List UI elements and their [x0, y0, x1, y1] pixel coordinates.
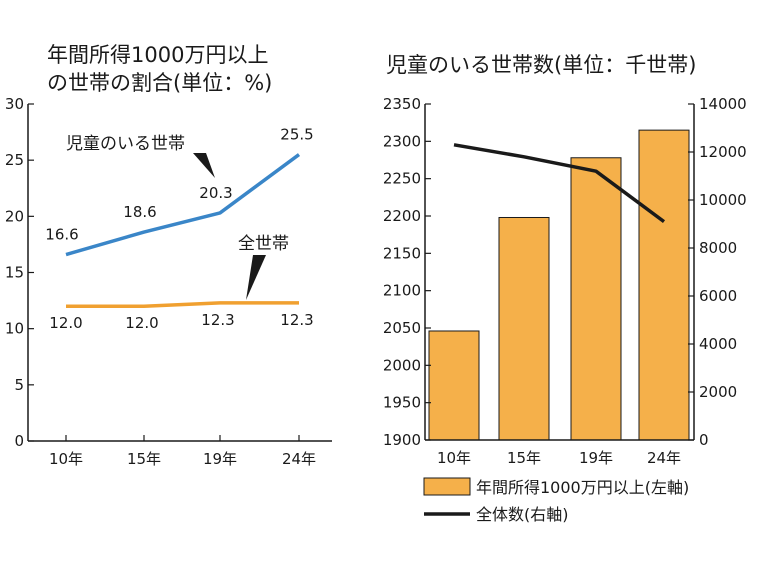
right-x-tick-label: 15年 — [507, 449, 541, 467]
left-chart-title-line2: の世帯の割合(単位：%) — [47, 71, 273, 95]
right-axis-tick-label: 14000 — [699, 95, 747, 113]
right-axis-tick-label: 0 — [699, 431, 709, 449]
left-y-tick-label: 10 — [5, 320, 24, 338]
right-x-tick-label: 19年 — [579, 449, 613, 467]
right-chart-title: 児童のいる世帯数(単位：千世帯) — [386, 53, 697, 77]
left-y-tick-label: 25 — [5, 151, 24, 169]
right-axis-tick-label: 6000 — [699, 287, 737, 305]
all-households-annotation-pointer — [246, 255, 266, 300]
all-households-line — [66, 301, 299, 308]
right-axis-tick-label: 10000 — [699, 191, 747, 209]
all-households-data-label: 12.0 — [49, 314, 82, 332]
child-households-data-label: 25.5 — [280, 126, 313, 144]
all-households-annotation: 全世帯 — [238, 234, 289, 254]
left-chart: 0 5 10 15 20 25 30 10年 15年 19年 24年 16.6 18.6 20.3 25.5… — [5, 95, 332, 468]
right-x-tick-label: 24年 — [647, 449, 681, 467]
total-households-line — [453, 143, 666, 224]
legend-line-label: 全体数(右軸) — [476, 505, 569, 524]
left-y-tick-label: 20 — [5, 207, 24, 225]
left-x-tick-label: 10年 — [49, 450, 83, 468]
right-axis-tick-label: 8000 — [699, 239, 737, 257]
high-income-bar — [498, 216, 550, 441]
left-axis-tick-label: 2050 — [383, 319, 421, 337]
right-axis-tick-label: 2000 — [699, 383, 737, 401]
all-households-data-label: 12.0 — [125, 314, 158, 332]
right-axis-tick-label: 4000 — [699, 335, 737, 353]
left-x-tick-label: 24年 — [282, 450, 316, 468]
right-axis-tick-label: 12000 — [699, 143, 747, 161]
left-axis-tick-label: 1900 — [383, 431, 421, 449]
high-income-bar — [638, 129, 690, 441]
legend-bar-swatch — [423, 477, 471, 496]
left-axis-tick-label: 2150 — [383, 244, 421, 262]
left-axis-tick-label: 2000 — [383, 356, 421, 374]
all-households-data-label: 12.3 — [201, 311, 234, 329]
left-axis-tick-label: 2350 — [383, 95, 421, 113]
left-y-tick-label: 15 — [5, 264, 24, 282]
child-households-line — [65, 153, 301, 257]
left-y-tick-label: 5 — [14, 376, 24, 394]
legend-bar-label: 年間所得1000万円以上(左軸) — [476, 478, 689, 497]
left-x-tick-label: 15年 — [127, 450, 161, 468]
child-households-data-label: 18.6 — [123, 203, 156, 221]
left-axis-tick-label: 2100 — [383, 282, 421, 300]
right-chart: 1900 1950 2000 2050 2100 2150 2200 2250 2300 2350… — [383, 95, 747, 524]
left-axis-tick-label: 2250 — [383, 170, 421, 188]
high-income-bar — [428, 330, 480, 441]
child-households-data-label: 16.6 — [45, 226, 78, 244]
child-households-data-label: 20.3 — [199, 184, 232, 202]
all-households-data-label: 12.3 — [280, 311, 313, 329]
left-y-tick-label: 30 — [5, 95, 24, 113]
child-households-annotation-pointer — [193, 153, 215, 178]
left-chart-title-line1: 年間所得1000万円以上 — [47, 43, 269, 67]
left-axis-tick-label: 1950 — [383, 394, 421, 412]
left-y-tick-label: 0 — [14, 432, 24, 450]
left-axis-tick-label: 2200 — [383, 207, 421, 225]
right-x-tick-label: 10年 — [437, 449, 471, 467]
child-households-annotation: 児童のいる世帯 — [66, 134, 185, 154]
left-x-tick-label: 19年 — [203, 450, 237, 468]
left-axis-tick-label: 2300 — [383, 132, 421, 150]
high-income-bar — [570, 157, 622, 441]
